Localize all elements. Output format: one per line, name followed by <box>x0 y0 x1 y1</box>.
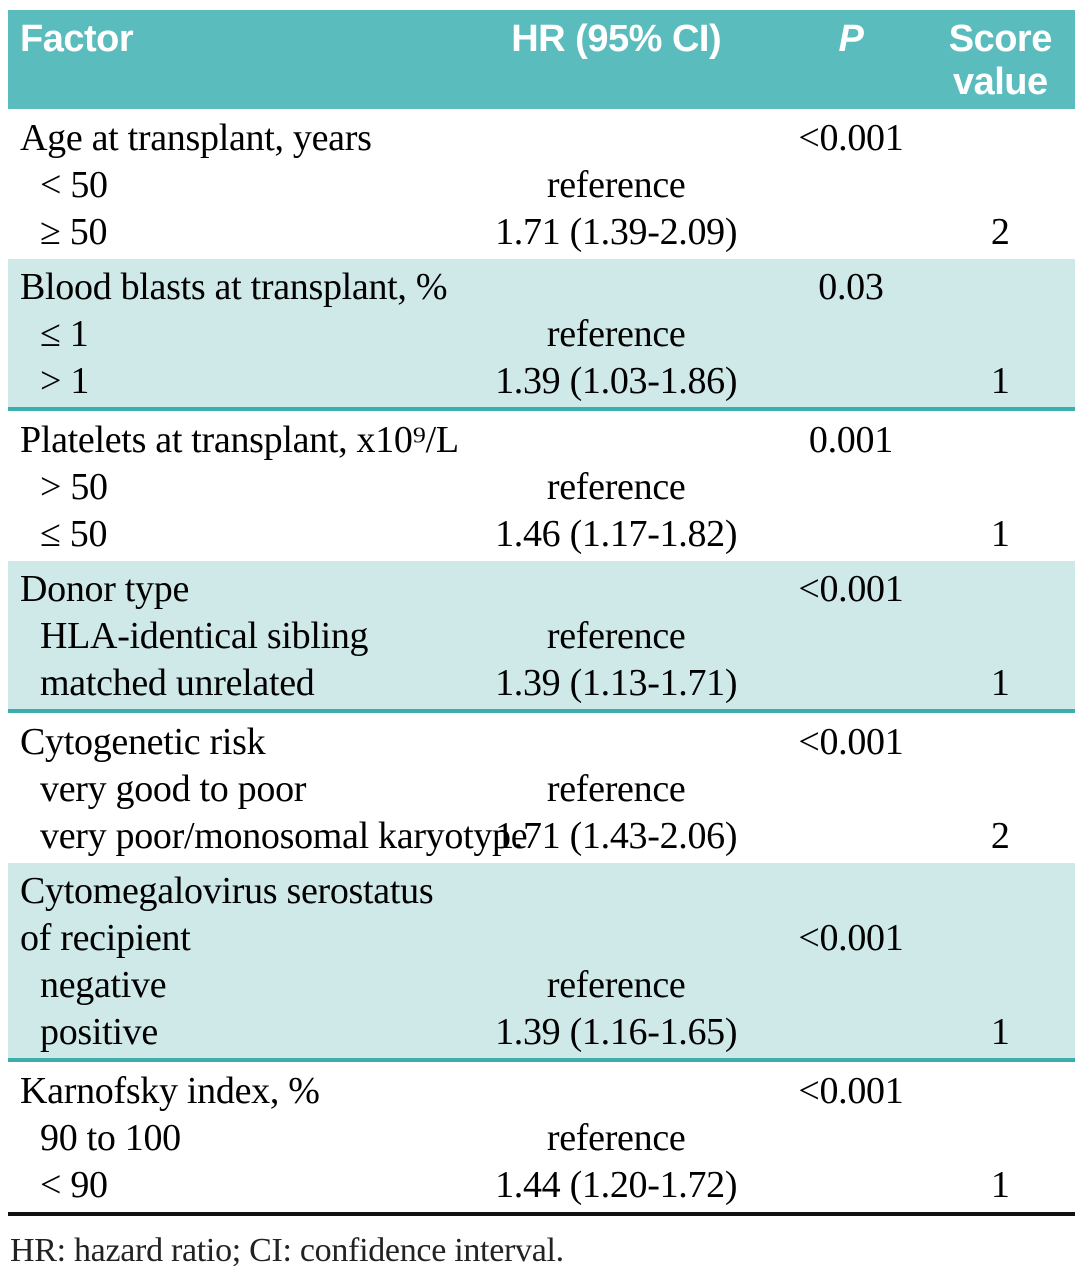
p-cell: <0.001 <box>798 1069 904 1112</box>
table-row: Cytogenetic risk <0.001 <box>8 718 1075 765</box>
table-row: very good to poor reference <box>8 765 1075 812</box>
score-cell: 2 <box>990 210 1010 253</box>
factor-cell: Cytomegalovirus serostatus <box>20 869 434 912</box>
factor-cell: very good to poor <box>40 767 307 810</box>
hr-cell: 1.39 (1.03-1.86) <box>495 359 738 402</box>
table-bottom-rule <box>8 1212 1075 1217</box>
p-cell: <0.001 <box>798 116 904 159</box>
table-row: Age at transplant, years <0.001 <box>8 114 1075 161</box>
factor-cell: positive <box>40 1010 158 1053</box>
table-row: ≤ 50 1.46 (1.17-1.82) 1 <box>8 510 1075 557</box>
table-section: Blood blasts at transplant, % 0.03 ≤ 1 refe… <box>8 259 1075 412</box>
table-row: Karnofsky index, % <0.001 <box>8 1067 1075 1114</box>
table-row: 90 to 100 reference <box>8 1114 1075 1161</box>
table-row: Donor type <0.001 <box>8 565 1075 612</box>
table-body: Age at transplant, years <0.001 < 50 refere… <box>8 109 1075 1213</box>
factor-cell: very poor/monosomal karyotype <box>40 814 528 857</box>
table-section: Cytomegalovirus serostatus of recipient <0… <box>8 863 1075 1063</box>
factor-cell: < 50 <box>40 163 108 206</box>
p-cell: 0.03 <box>818 265 884 308</box>
factor-cell: ≤ 50 <box>40 512 108 555</box>
column-header-p: P <box>838 18 864 60</box>
hr-cell: reference <box>546 312 686 355</box>
table-row: very poor/monosomal karyotype 1.71 (1.43-… <box>8 812 1075 859</box>
score-cell: 1 <box>990 359 1010 402</box>
column-header-factor: Factor <box>20 18 134 60</box>
table-row: Cytomegalovirus serostatus <box>8 867 1075 914</box>
hr-cell: reference <box>546 963 686 1006</box>
table-row: positive 1.39 (1.16-1.65) 1 <box>8 1008 1075 1055</box>
factor-cell: > 1 <box>40 359 90 402</box>
factor-cell: > 50 <box>40 465 108 508</box>
table-row: Blood blasts at transplant, % 0.03 <box>8 263 1075 310</box>
hr-cell: reference <box>546 465 686 508</box>
hr-cell: reference <box>546 163 686 206</box>
p-cell: <0.001 <box>798 720 904 763</box>
table-row: ≥ 50 1.71 (1.39-2.09) 2 <box>8 208 1075 255</box>
table-section: Cytogenetic risk <0.001 very good to poor r… <box>8 713 1075 864</box>
factor-cell: Platelets at transplant, x10⁹/L <box>20 418 459 461</box>
score-cell: 2 <box>990 814 1010 857</box>
factor-cell: Donor type <box>20 567 190 610</box>
table-row: matched unrelated 1.39 (1.13-1.71) 1 <box>8 659 1075 706</box>
score-cell: 1 <box>990 1163 1010 1206</box>
table-row: < 90 1.44 (1.20-1.72) 1 <box>8 1161 1075 1208</box>
hr-cell: reference <box>546 614 686 657</box>
risk-score-table: Factor HR (95% CI) P Score value Age at … <box>8 10 1075 1270</box>
factor-cell: matched unrelated <box>40 661 315 704</box>
hr-cell: 1.46 (1.17-1.82) <box>495 512 738 555</box>
score-cell: 1 <box>990 512 1010 555</box>
table-footnote: HR: hazard ratio; CI: confidence interva… <box>10 1232 564 1270</box>
p-cell: 0.001 <box>808 418 893 461</box>
table-row: Platelets at transplant, x10⁹/L 0.001 <box>8 416 1075 463</box>
table-header-row: Factor HR (95% CI) P Score value <box>8 10 1075 110</box>
table-row: < 50 reference <box>8 161 1075 208</box>
hr-cell: reference <box>546 1116 686 1159</box>
column-header-hr: HR (95% CI) <box>511 18 722 60</box>
column-header-score-value: Score value <box>926 18 1075 103</box>
score-header-line1: Score <box>948 18 1053 60</box>
table-row: > 50 reference <box>8 463 1075 510</box>
factor-cell: ≥ 50 <box>40 210 108 253</box>
hr-cell: 1.71 (1.39-2.09) <box>495 210 738 253</box>
hr-cell: 1.44 (1.20-1.72) <box>495 1163 738 1206</box>
factor-cell: negative <box>40 963 167 1006</box>
table-row: HLA-identical sibling reference <box>8 612 1075 659</box>
factor-cell: Karnofsky index, % <box>20 1069 320 1112</box>
table-row: > 1 1.39 (1.03-1.86) 1 <box>8 357 1075 404</box>
factor-cell: < 90 <box>40 1163 108 1206</box>
hr-cell: 1.71 (1.43-2.06) <box>495 814 738 857</box>
factor-cell: 90 to 100 <box>40 1116 181 1159</box>
table-section: Karnofsky index, % <0.001 90 to 100 referen… <box>8 1062 1075 1213</box>
table-section: Donor type <0.001 HLA-identical sibling ref… <box>8 561 1075 714</box>
factor-cell: Age at transplant, years <box>20 116 372 159</box>
hr-cell: 1.39 (1.16-1.65) <box>495 1010 738 1053</box>
hr-cell: 1.39 (1.13-1.71) <box>495 661 738 704</box>
factor-cell: HLA-identical sibling <box>40 614 369 657</box>
score-cell: 1 <box>990 1010 1010 1053</box>
factor-cell: Blood blasts at transplant, % <box>20 265 448 308</box>
factor-cell: of recipient <box>20 916 191 959</box>
score-cell: 1 <box>990 661 1010 704</box>
factor-cell: ≤ 1 <box>40 312 89 355</box>
factor-cell: Cytogenetic risk <box>20 720 266 763</box>
table-row: ≤ 1 reference <box>8 310 1075 357</box>
p-cell: <0.001 <box>798 567 904 610</box>
table-row: of recipient <0.001 <box>8 914 1075 961</box>
score-header-line2: value <box>952 60 1048 103</box>
table-section: Platelets at transplant, x10⁹/L 0.001 > 50… <box>8 411 1075 562</box>
table-row: negative reference <box>8 961 1075 1008</box>
hr-cell: reference <box>546 767 686 810</box>
p-cell: <0.001 <box>798 916 904 959</box>
table-section: Age at transplant, years <0.001 < 50 refere… <box>8 109 1075 260</box>
